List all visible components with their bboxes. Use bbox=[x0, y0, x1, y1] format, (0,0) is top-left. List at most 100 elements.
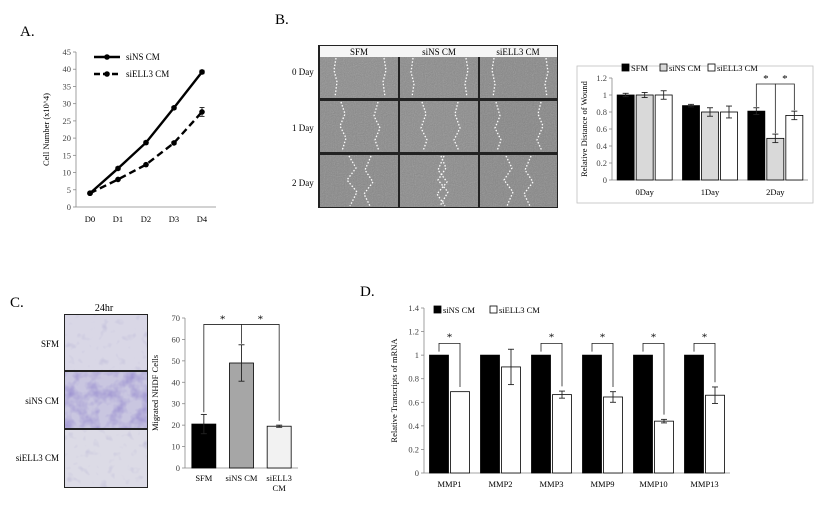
legend-label: SFM bbox=[631, 63, 648, 73]
y-tick-label: 0 bbox=[67, 202, 71, 212]
y-tick-label: 1 bbox=[603, 90, 607, 100]
legend-label: siELL3 CM bbox=[126, 69, 169, 79]
legend-marker bbox=[104, 54, 110, 60]
y-tick-label: 0.4 bbox=[408, 421, 419, 431]
wound-edges bbox=[333, 57, 549, 207]
x-tick-label: MMP2 bbox=[488, 479, 512, 489]
y-tick-label: 0.2 bbox=[408, 444, 419, 454]
migration-tile bbox=[65, 372, 147, 428]
significance-star: * bbox=[763, 73, 769, 85]
y-tick-label: 0.4 bbox=[596, 141, 607, 151]
wound-row-1day: 1 Day bbox=[292, 123, 314, 133]
series-line bbox=[89, 71, 203, 195]
x-tick-label: D1 bbox=[113, 214, 123, 224]
significance-star: * bbox=[702, 331, 708, 343]
bar bbox=[682, 105, 700, 181]
bar bbox=[705, 394, 725, 474]
wound-tile bbox=[400, 101, 478, 152]
bar bbox=[766, 137, 785, 181]
y-tick-label: 50 bbox=[172, 356, 181, 366]
bar bbox=[450, 391, 470, 474]
legend-label: siELL3 CM bbox=[717, 63, 758, 73]
bar bbox=[654, 94, 673, 181]
significance-star: * bbox=[258, 313, 264, 325]
significance-bracket bbox=[540, 342, 563, 387]
y-axis-title: Relative Distance of Wound bbox=[579, 80, 589, 176]
panel-a-letter: A. bbox=[20, 24, 35, 40]
bar bbox=[480, 354, 500, 474]
bar bbox=[531, 354, 551, 474]
wound-col-siell3: siELL3 CM bbox=[496, 47, 539, 57]
data-point bbox=[115, 165, 121, 172]
x-tick-label: D2 bbox=[141, 214, 151, 224]
x-tick-label: siELL3 CM bbox=[266, 473, 292, 493]
significance-bracket bbox=[438, 342, 461, 387]
bar bbox=[633, 354, 653, 474]
significance-bracket bbox=[775, 83, 795, 111]
data-point bbox=[199, 69, 205, 75]
chart-frame bbox=[576, 65, 814, 204]
legend-marker bbox=[104, 71, 110, 77]
chart-cell-growth: 0 5 10 15 20 25 30 35 40 45 D0 D1 D2 D3 D4 Cell Number … bbox=[41, 47, 216, 224]
y-tick-label: 0.6 bbox=[408, 397, 419, 407]
legend-label: siELL3 CM bbox=[499, 305, 540, 315]
significance-bracket bbox=[241, 324, 280, 421]
y-tick-label: 10 bbox=[63, 168, 72, 178]
legend-swatch bbox=[659, 63, 668, 72]
y-tick-label: 60 bbox=[172, 334, 181, 344]
bar bbox=[582, 354, 602, 474]
y-tick-label: 10 bbox=[172, 442, 181, 452]
x-tick-label: siNS CM bbox=[226, 473, 258, 483]
bar bbox=[785, 115, 804, 181]
bar bbox=[616, 94, 635, 181]
legend-label: siNS CM bbox=[443, 305, 475, 315]
y-tick-label: 45 bbox=[63, 47, 72, 57]
significance-star: * bbox=[651, 331, 657, 343]
y-tick-label: 25 bbox=[63, 116, 72, 126]
x-tick-label: MMP3 bbox=[539, 479, 563, 489]
wound-tile bbox=[400, 155, 478, 207]
x-tick-label: D0 bbox=[85, 214, 95, 224]
wound-tile bbox=[480, 101, 557, 152]
y-axis-title: Migrated NHDF Cells bbox=[150, 355, 160, 431]
y-tick-label: 0.6 bbox=[596, 124, 607, 134]
bar bbox=[747, 110, 766, 181]
data-point bbox=[143, 139, 149, 146]
data-point bbox=[171, 140, 177, 146]
x-tick-label: D3 bbox=[169, 214, 179, 224]
migration-tile bbox=[65, 315, 147, 370]
wound-image-grid bbox=[320, 46, 557, 207]
x-tick-label: 0Day bbox=[635, 187, 654, 197]
y-tick-label: 5 bbox=[67, 185, 71, 195]
x-tick-label: MMP1 bbox=[437, 479, 461, 489]
y-tick-label: 70 bbox=[172, 313, 181, 323]
data-point bbox=[143, 161, 149, 168]
data-point bbox=[199, 109, 205, 115]
significance-bracket bbox=[591, 342, 614, 387]
y-tick-label: 1.4 bbox=[408, 303, 419, 313]
wound-row-0day: 0 Day bbox=[292, 67, 314, 77]
x-tick-label: D4 bbox=[197, 214, 208, 224]
y-tick-label: 30 bbox=[63, 99, 72, 109]
bar bbox=[684, 354, 704, 474]
y-tick-label: 0.8 bbox=[596, 107, 607, 117]
significance-star: * bbox=[600, 331, 606, 343]
y-tick-label: 40 bbox=[63, 64, 72, 74]
x-tick-label: MMP13 bbox=[690, 479, 718, 489]
y-tick-label: 0 bbox=[415, 468, 419, 478]
significance-star: * bbox=[220, 313, 226, 325]
y-tick-label: 0.8 bbox=[408, 374, 419, 384]
bar bbox=[720, 111, 738, 181]
data-point bbox=[87, 190, 93, 197]
data-point bbox=[171, 105, 177, 111]
legend-swatch bbox=[707, 63, 716, 72]
wound-col-sfm: SFM bbox=[350, 47, 368, 57]
wound-tile bbox=[320, 101, 398, 152]
bar bbox=[266, 425, 292, 469]
significance-star: * bbox=[549, 331, 555, 343]
significance-bracket bbox=[642, 342, 665, 415]
migration-row-siell3: siELL3 CM bbox=[16, 453, 59, 463]
y-tick-label: 30 bbox=[172, 399, 181, 409]
legend-swatch bbox=[489, 305, 498, 314]
